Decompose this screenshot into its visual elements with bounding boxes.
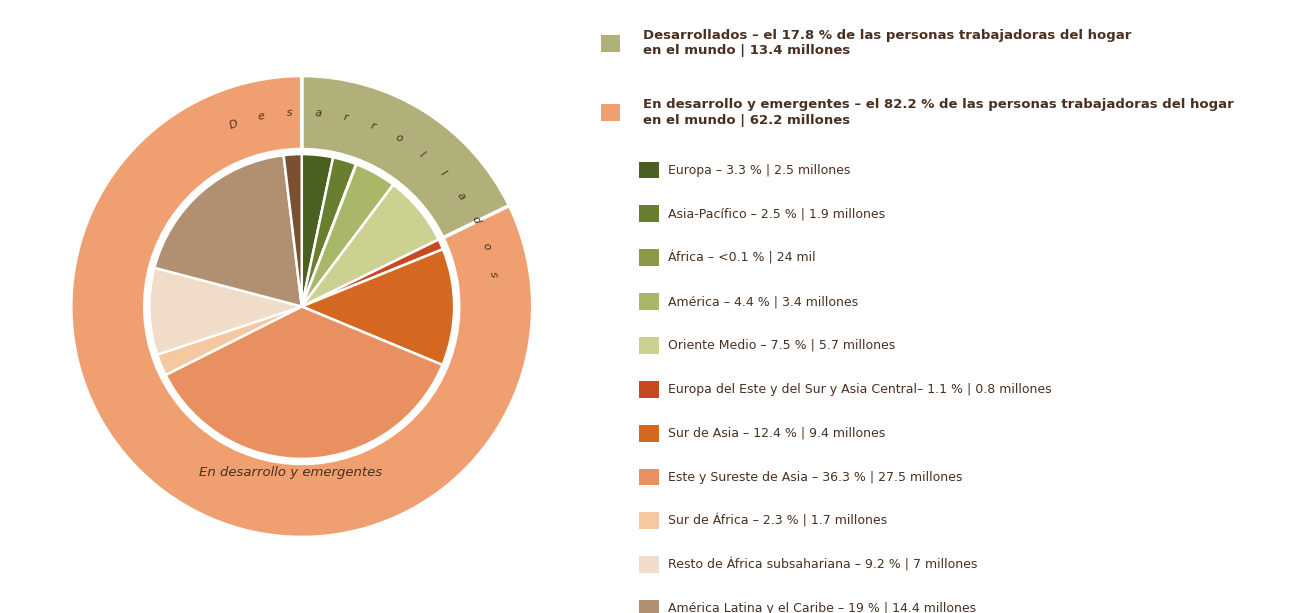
Text: América – 4.4 % | 3.4 millones: América – 4.4 % | 3.4 millones: [668, 295, 858, 308]
Text: Asia-Pacífico – 2.5 % | 1.9 millones: Asia-Pacífico – 2.5 % | 1.9 millones: [668, 207, 884, 221]
Wedge shape: [155, 155, 302, 306]
Wedge shape: [302, 154, 333, 306]
Text: Oriente Medio – 7.5 % | 5.7 millones: Oriente Medio – 7.5 % | 5.7 millones: [668, 339, 895, 352]
Text: l: l: [438, 169, 447, 178]
Bar: [639, 557, 660, 573]
Bar: [639, 468, 660, 485]
Text: o: o: [394, 132, 404, 145]
Wedge shape: [283, 154, 302, 306]
Bar: [639, 381, 660, 398]
Bar: [639, 162, 660, 178]
Bar: [601, 104, 621, 121]
Bar: [639, 249, 660, 266]
Bar: [639, 293, 660, 310]
Text: e: e: [257, 111, 265, 123]
Text: Sur de Asia – 12.4 % | 9.4 millones: Sur de Asia – 12.4 % | 9.4 millones: [668, 427, 886, 440]
Text: s: s: [286, 108, 293, 118]
Text: En desarrollo y emergentes: En desarrollo y emergentes: [198, 466, 382, 479]
Text: d: d: [470, 215, 482, 226]
Bar: [639, 425, 660, 441]
Wedge shape: [302, 185, 438, 306]
Text: l: l: [417, 150, 426, 159]
Bar: [639, 512, 660, 529]
Bar: [601, 35, 621, 51]
Text: D: D: [228, 118, 240, 131]
Text: Europa – 3.3 % | 2.5 millones: Europa – 3.3 % | 2.5 millones: [668, 164, 850, 177]
Wedge shape: [302, 164, 357, 306]
Text: América Latina y el Caribe – 19 % | 14.4 millones: América Latina y el Caribe – 19 % | 14.4…: [668, 602, 976, 613]
Wedge shape: [71, 75, 533, 538]
Text: Sur de África – 2.3 % | 1.7 millones: Sur de África – 2.3 % | 1.7 millones: [668, 514, 887, 528]
Bar: [639, 205, 660, 223]
Text: Europa del Este y del Sur y Asia Central– 1.1 % | 0.8 millones: Europa del Este y del Sur y Asia Central…: [668, 383, 1051, 396]
Text: Este y Sureste de Asia – 36.3 % | 27.5 millones: Este y Sureste de Asia – 36.3 % | 27.5 m…: [668, 471, 962, 484]
Text: o: o: [480, 242, 492, 251]
Text: África – <0.1 % | 24 mil: África – <0.1 % | 24 mil: [668, 251, 816, 265]
Text: s: s: [488, 270, 499, 278]
Text: r: r: [342, 112, 349, 123]
Text: Desarrollados – el 17.8 % de las personas trabajadoras del hogar
en el mundo | 1: Desarrollados – el 17.8 % de las persona…: [643, 29, 1131, 58]
Wedge shape: [302, 164, 394, 306]
Bar: [639, 337, 660, 354]
Wedge shape: [150, 268, 302, 355]
Wedge shape: [302, 249, 454, 365]
Bar: [639, 600, 660, 613]
Wedge shape: [302, 158, 356, 306]
Wedge shape: [302, 240, 443, 306]
Wedge shape: [302, 75, 509, 238]
Wedge shape: [157, 306, 302, 375]
Text: a: a: [314, 108, 321, 118]
Wedge shape: [165, 306, 442, 459]
Text: Resto de África subsahariana – 9.2 % | 7 millones: Resto de África subsahariana – 9.2 % | 7…: [668, 558, 977, 572]
Text: r: r: [369, 121, 377, 132]
Text: En desarrollo y emergentes – el 82.2 % de las personas trabajadoras del hogar
en: En desarrollo y emergentes – el 82.2 % d…: [643, 98, 1233, 126]
Text: a: a: [455, 190, 467, 201]
